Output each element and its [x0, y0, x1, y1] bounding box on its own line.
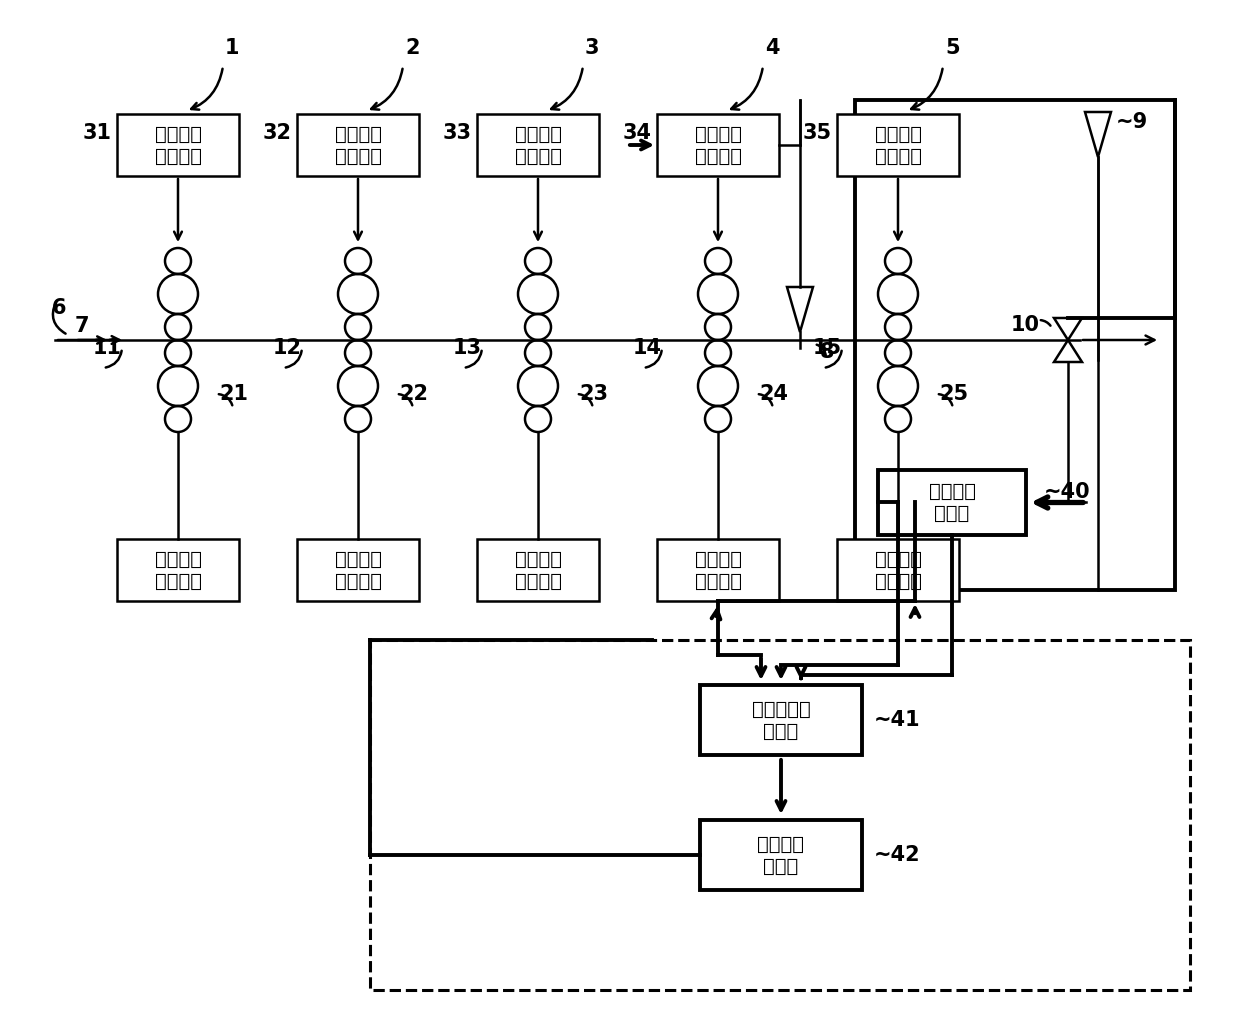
- Text: 25: 25: [939, 384, 968, 404]
- Text: 13: 13: [453, 338, 482, 358]
- Text: 1: 1: [224, 38, 239, 58]
- Text: 34: 34: [622, 123, 652, 143]
- Text: 12: 12: [273, 338, 303, 358]
- Text: 11: 11: [93, 338, 122, 358]
- Text: ~9: ~9: [1116, 112, 1148, 132]
- Text: ~40: ~40: [1044, 482, 1091, 503]
- Text: 第四压下
控制装置: 第四压下 控制装置: [694, 125, 742, 166]
- Text: ~41: ~41: [874, 710, 920, 730]
- Text: 10: 10: [1011, 315, 1040, 335]
- Text: 31: 31: [83, 123, 112, 143]
- FancyBboxPatch shape: [878, 470, 1025, 535]
- Text: 第二板厚
控制部: 第二板厚 控制部: [758, 835, 805, 876]
- Text: 23: 23: [579, 384, 608, 404]
- Text: 第一压下
控制装置: 第一压下 控制装置: [155, 125, 201, 166]
- Text: ~42: ~42: [874, 845, 920, 865]
- Text: 2: 2: [405, 38, 419, 58]
- Text: 21: 21: [219, 384, 248, 404]
- Text: 8: 8: [820, 342, 835, 362]
- Text: 32: 32: [263, 123, 291, 143]
- Text: 3: 3: [585, 38, 599, 58]
- FancyBboxPatch shape: [657, 539, 779, 601]
- FancyBboxPatch shape: [701, 820, 862, 890]
- FancyBboxPatch shape: [298, 539, 419, 601]
- FancyBboxPatch shape: [701, 685, 862, 755]
- FancyBboxPatch shape: [837, 114, 959, 176]
- Text: 35: 35: [802, 123, 832, 143]
- FancyBboxPatch shape: [477, 114, 599, 176]
- Text: 5: 5: [945, 38, 960, 58]
- Text: 第四速度
控制装置: 第四速度 控制装置: [694, 550, 742, 591]
- Text: 第五压下
控制装置: 第五压下 控制装置: [874, 125, 921, 166]
- FancyBboxPatch shape: [117, 114, 239, 176]
- Text: 6: 6: [52, 298, 67, 318]
- Text: 第二速度
控制装置: 第二速度 控制装置: [335, 550, 382, 591]
- Text: 第三压下
控制装置: 第三压下 控制装置: [515, 125, 562, 166]
- FancyBboxPatch shape: [657, 114, 779, 176]
- Text: 22: 22: [399, 384, 428, 404]
- Text: 第五速度
控制装置: 第五速度 控制装置: [874, 550, 921, 591]
- Text: 质量流板厚
计算部: 质量流板厚 计算部: [751, 699, 811, 741]
- FancyBboxPatch shape: [370, 640, 1190, 990]
- Text: 15: 15: [813, 338, 842, 358]
- Text: 14: 14: [632, 338, 662, 358]
- FancyBboxPatch shape: [117, 539, 239, 601]
- FancyBboxPatch shape: [856, 100, 1176, 590]
- Text: 7: 7: [74, 316, 89, 336]
- FancyBboxPatch shape: [477, 539, 599, 601]
- FancyBboxPatch shape: [298, 114, 419, 176]
- FancyBboxPatch shape: [837, 539, 959, 601]
- Text: 第三速度
控制装置: 第三速度 控制装置: [515, 550, 562, 591]
- Text: 第一速度
控制装置: 第一速度 控制装置: [155, 550, 201, 591]
- Text: 4: 4: [765, 38, 780, 58]
- Text: 24: 24: [759, 384, 787, 404]
- Text: 第二压下
控制装置: 第二压下 控制装置: [335, 125, 382, 166]
- Text: 33: 33: [443, 123, 472, 143]
- Text: 第一板厚
控制部: 第一板厚 控制部: [929, 482, 976, 523]
